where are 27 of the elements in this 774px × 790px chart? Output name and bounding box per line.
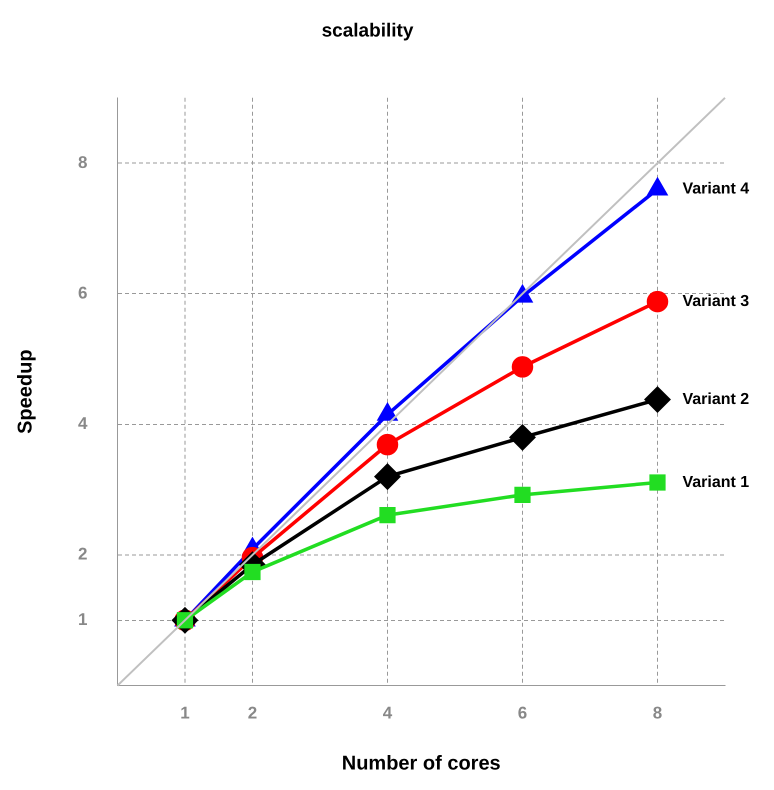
series-label: Variant 1 [682, 474, 750, 491]
point [512, 356, 534, 378]
y-tick-label: 4 [78, 414, 88, 434]
y-tick-label: 8 [78, 152, 88, 172]
x-tick-label: 8 [652, 703, 662, 722]
x-axis-title: Number of cores [342, 752, 501, 775]
x-tick-label: 4 [382, 703, 393, 722]
point [379, 507, 396, 524]
chart-title: scalability [322, 20, 414, 42]
series-label: Variant 3 [682, 292, 750, 310]
point [644, 386, 670, 412]
point [374, 464, 400, 490]
y-tick-label: 6 [78, 283, 88, 302]
y-tick-label: 2 [78, 544, 88, 564]
y-axis-title: Speedup [14, 349, 37, 434]
point [244, 564, 261, 580]
y-tick-label: 1 [78, 610, 88, 629]
series-label: Variant 2 [682, 390, 750, 408]
series-label: Variant 4 [682, 180, 750, 198]
point [649, 474, 666, 491]
x-tick-label: 2 [248, 703, 258, 722]
x-tick-label: 6 [518, 703, 528, 722]
x-tick-label: 1 [180, 703, 190, 722]
point [514, 486, 531, 504]
point [646, 290, 668, 312]
point [510, 424, 536, 450]
point [376, 434, 398, 456]
